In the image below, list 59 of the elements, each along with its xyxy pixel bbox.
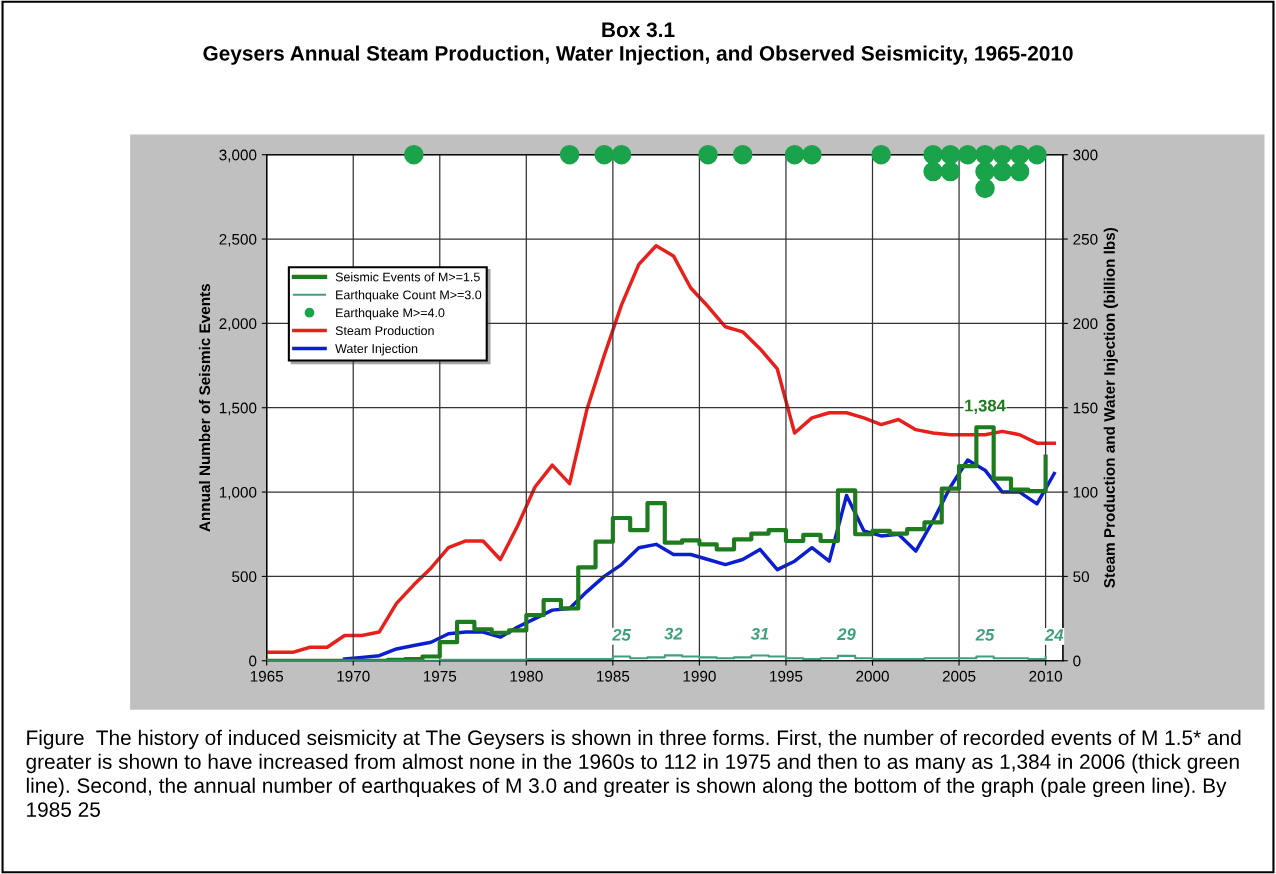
point [404,144,424,165]
y2-tick-label: 50 [1073,571,1090,583]
point [871,144,891,165]
data-label: 29 [837,628,856,641]
point [732,144,753,165]
legend-label: Earthquake Count M>=3.0 [336,290,482,302]
x-tick-label: 1990 [683,670,716,682]
point [940,161,961,182]
data-label: 32 [664,627,683,640]
x-tick-label: 1975 [423,670,457,682]
x-tick-label: 1970 [337,670,370,682]
y2-tick-label: 0 [1073,655,1081,667]
legend-label: Steam Production [335,325,434,336]
point [975,178,995,199]
data-label: 25 [975,628,995,641]
point [611,144,632,165]
legend-label: Seismic Events of M>=1.5 [335,272,480,282]
x-tick-label: 1995 [770,670,803,682]
point [923,161,943,182]
y-tick-label: 2,500 [219,233,257,247]
y2-tick-label: 100 [1073,486,1098,498]
point [992,161,1013,182]
point [698,144,718,165]
x-tick-label: 2010 [1029,670,1062,682]
y2-tick-label: 250 [1073,233,1098,245]
point [784,144,805,165]
y2-tick-label: 200 [1073,318,1098,330]
x-tick-label: 1965 [250,670,284,682]
point [957,144,978,165]
y2-tick-label: 150 [1073,402,1098,414]
point [594,144,614,165]
point [559,144,580,165]
point [1009,161,1030,182]
x-tick-label: 2005 [942,670,976,682]
y-tick-label: 3,000 [219,149,257,163]
point [975,161,995,182]
chart-title: Box 3.1 [602,22,675,38]
y2-axis-title: Steam Production and Water Injection (billion lbs) [1103,227,1118,588]
x-tick-label: 1985 [597,670,630,682]
data-label: 25 [611,628,631,641]
data-label: 31 [750,627,769,640]
y-tick-label: 2,000 [219,318,257,331]
x-tick-label: 2000 [856,670,889,682]
legend-label: Earthquake M>=4.0 [336,308,445,320]
chart-subtitle: Geysers Annual Steam Production, Water Injection, and Observed Seismicity, 1965-2010 [203,45,1073,65]
point [1027,144,1047,165]
y2-tick-label: 300 [1073,149,1098,161]
y-tick-label: 0 [249,655,257,667]
text: Figure The history of induced seismicity at The Geysers is shown in three forms. First, the number of recorded events of M 1.5* and greater is shown to have increased from almost none in the 1960s to 112 in 1975 and then to as many as 1,384 in 2006 (thick green line). Second, the annual number of earthquakes of M 3.0 and greater is shown along the bottom of the graph (pale green line). By 1985 25 [26,729,1241,817]
y-tick-label: 1,000 [219,486,257,500]
data-label: 24 [1044,629,1064,641]
y-tick-label: 500 [232,571,257,583]
point [1009,144,1030,165]
point [802,144,822,165]
x-tick-label: 1980 [510,670,543,682]
y-axis-title: Annual Number of Seismic Events [198,283,211,532]
y-tick-label: 1,500 [219,402,257,416]
data-label: 1,384 [965,399,1006,414]
legend-label: Water Injection [335,343,418,356]
